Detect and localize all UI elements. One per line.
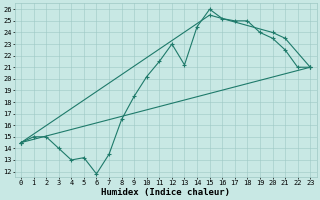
X-axis label: Humidex (Indice chaleur): Humidex (Indice chaleur): [101, 188, 230, 197]
